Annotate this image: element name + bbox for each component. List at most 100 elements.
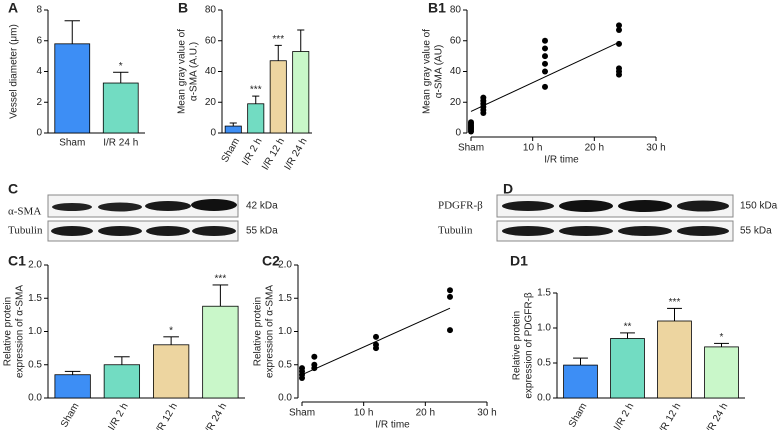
band xyxy=(192,226,236,236)
blot-frame xyxy=(47,220,239,242)
x-tick-label: 20 h xyxy=(585,143,604,154)
band xyxy=(52,203,92,211)
y-axis-label: α-SMA (AU) xyxy=(434,45,445,99)
blot-row-size: 42 kDa xyxy=(246,201,278,212)
y-tick-label: 20 xyxy=(450,97,462,108)
blot-row-name: PDGFR-β xyxy=(438,200,483,212)
bar xyxy=(563,364,598,399)
panel-label: D1 xyxy=(510,253,528,269)
y-tick-label: 0 xyxy=(455,128,461,139)
point xyxy=(542,45,548,52)
x-tick-label: Sham xyxy=(220,136,243,164)
panel-label: B xyxy=(178,0,188,16)
y-tick-label: 1.0 xyxy=(278,326,292,337)
significance: *** xyxy=(215,274,227,285)
bar xyxy=(657,320,692,399)
bar xyxy=(152,344,190,399)
band xyxy=(98,202,142,212)
band xyxy=(502,201,554,211)
y-tick-label: 4 xyxy=(36,66,42,77)
y-tick-label: 0.0 xyxy=(537,393,551,404)
band xyxy=(502,226,554,236)
y-tick-label: 60 xyxy=(205,35,217,46)
panel-label: C1 xyxy=(8,253,26,269)
blot-row-name: Tubulin xyxy=(438,225,473,237)
y-axis-label: Vessel diameter (μm) xyxy=(9,24,20,119)
bar xyxy=(610,338,645,399)
bar xyxy=(704,346,739,399)
point xyxy=(542,60,548,67)
x-tick-label: 30 h xyxy=(477,408,496,419)
x-tick-label: Sham xyxy=(289,408,315,419)
y-tick-label: 20 xyxy=(205,97,217,108)
blot-frame xyxy=(496,194,734,218)
band xyxy=(618,200,672,212)
x-tick-label: 10 h xyxy=(354,408,373,419)
blot-row-size: 55 kDa xyxy=(740,226,772,237)
bar xyxy=(224,125,242,134)
bar xyxy=(202,305,239,399)
point xyxy=(480,94,487,101)
y-tick-label: 80 xyxy=(205,5,217,16)
point xyxy=(447,287,453,294)
x-tick-label: I/R 24 h xyxy=(202,401,229,430)
point xyxy=(616,22,622,29)
blot-frame xyxy=(496,220,734,242)
y-tick-label: 0.5 xyxy=(28,359,42,370)
blot-row-name: Tubulin xyxy=(8,225,43,237)
x-tick-label: I/R 2 h xyxy=(106,401,130,430)
blot-row-size: 55 kDa xyxy=(246,226,278,237)
y-tick-label: 1.5 xyxy=(278,293,292,304)
point xyxy=(447,293,453,300)
blot-row-name: α-SMA xyxy=(8,206,41,218)
y-tick-label: 1.0 xyxy=(28,326,42,337)
x-tick-label: 10 h xyxy=(523,143,542,154)
point xyxy=(299,365,305,372)
point xyxy=(468,119,474,126)
y-tick-label: 1.5 xyxy=(537,288,551,299)
band xyxy=(145,201,191,211)
significance: *** xyxy=(250,85,262,96)
panel-label: D xyxy=(503,181,513,197)
band xyxy=(51,226,93,236)
y-tick-label: 0.0 xyxy=(28,393,42,404)
band xyxy=(559,200,613,212)
y-tick-label: 0 xyxy=(210,128,216,139)
bar xyxy=(54,43,91,134)
x-tick-label: Sham xyxy=(59,138,85,149)
y-axis-label: expression of α-SMA xyxy=(265,285,276,378)
x-tick-label: Sham xyxy=(59,401,82,429)
y-tick-label: 0 xyxy=(36,128,42,139)
blot-row-size: 150 kDa xyxy=(740,201,778,212)
y-axis-label: Mean gray value of xyxy=(177,29,188,114)
x-tick-label: I/R 12 h xyxy=(656,401,683,430)
y-tick-label: 40 xyxy=(450,66,462,77)
fit-line xyxy=(301,307,451,376)
point xyxy=(542,68,548,75)
significance: * xyxy=(119,61,123,72)
x-tick-label: Sham xyxy=(567,401,590,429)
x-axis-label: I/R time xyxy=(544,155,579,166)
y-tick-label: 6 xyxy=(36,35,42,46)
x-tick-label: I/R 12 h xyxy=(153,401,180,430)
y-axis-label: α-SMA (A.U.) xyxy=(189,42,200,101)
fit-line xyxy=(470,41,620,112)
panel-label: C xyxy=(8,181,18,197)
x-tick-label: I/R 2 h xyxy=(612,401,636,430)
y-tick-label: 1.5 xyxy=(28,293,42,304)
bar xyxy=(54,374,91,399)
point xyxy=(311,361,318,368)
blot-c: C α-SMA Tubulin 42 kDa 55 kDa xyxy=(8,181,278,242)
y-axis-label: Relative protein xyxy=(512,311,523,380)
bar xyxy=(102,82,139,134)
y-tick-label: 40 xyxy=(205,66,217,77)
band xyxy=(677,200,729,212)
band xyxy=(146,226,190,236)
point xyxy=(311,353,318,360)
y-tick-label: 2.0 xyxy=(28,260,42,271)
y-axis-label: expression of α-SMA xyxy=(15,285,26,378)
x-tick-label: I/R 2 h xyxy=(240,136,264,167)
significance: * xyxy=(169,325,173,336)
y-tick-label: 0.5 xyxy=(278,359,292,370)
significance: *** xyxy=(669,297,681,308)
